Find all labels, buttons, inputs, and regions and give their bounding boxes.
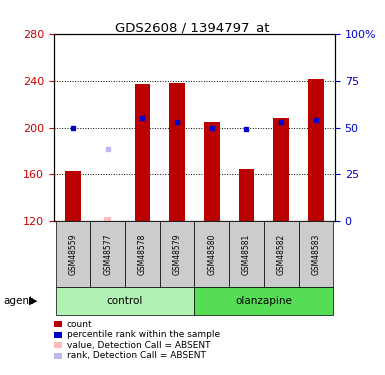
Text: olanzapine: olanzapine [235,296,292,306]
Text: GSM48583: GSM48583 [311,233,320,275]
Bar [90,221,125,287]
Bar [160,221,194,287]
Bar [204,122,219,221]
Bar [104,216,111,221]
Text: GSM48581: GSM48581 [242,233,251,274]
Text: GSM48579: GSM48579 [172,233,182,275]
Text: GDS2608 / 1394797_at: GDS2608 / 1394797_at [115,21,270,34]
Bar [273,118,289,221]
Bar [65,171,81,221]
Text: rank, Detection Call = ABSENT: rank, Detection Call = ABSENT [67,351,206,360]
Text: count: count [67,320,93,329]
Bar [264,221,298,287]
Bar [56,221,90,287]
Bar [125,221,160,287]
Text: GSM48577: GSM48577 [103,233,112,275]
Text: agent: agent [4,296,34,306]
Text: GSM48580: GSM48580 [207,233,216,275]
Bar [135,84,150,221]
Bar [194,221,229,287]
Text: GSM48582: GSM48582 [277,233,286,274]
Bar [194,287,333,315]
Bar [298,221,333,287]
Bar [308,80,324,221]
Bar [169,83,185,221]
Text: GSM48578: GSM48578 [138,233,147,275]
Bar [229,221,264,287]
Text: value, Detection Call = ABSENT: value, Detection Call = ABSENT [67,341,211,350]
Bar [56,287,194,315]
Text: percentile rank within the sample: percentile rank within the sample [67,330,220,339]
Text: GSM48559: GSM48559 [69,233,77,275]
Text: ▶: ▶ [28,296,37,306]
Bar [239,168,254,221]
Text: control: control [107,296,143,306]
